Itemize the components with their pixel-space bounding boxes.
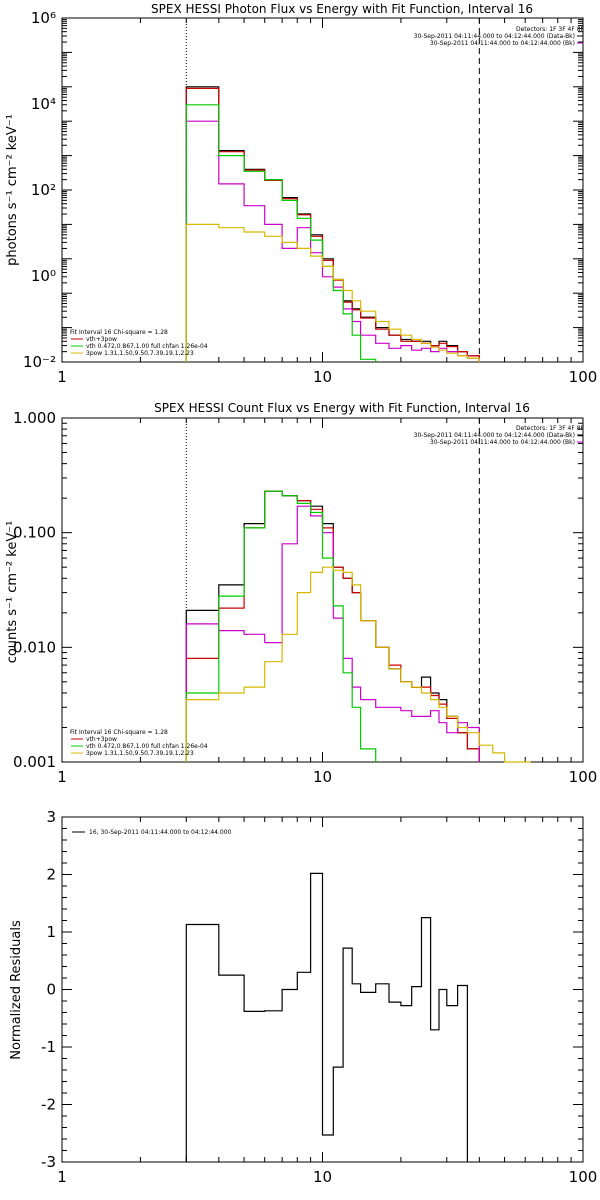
x-tick-label: 100 <box>569 768 598 786</box>
series-yellow-step <box>185 566 531 763</box>
y-tick-label: 2 <box>46 866 56 884</box>
count-legend-fit-interval: Fit Interval 16 Chi-square = 1.28 <box>70 729 168 736</box>
series-red-step <box>185 490 480 762</box>
x-tick-label: 10 <box>313 768 332 786</box>
series-green-step <box>185 490 377 762</box>
count-chart-title: SPEX HESSI Count Flux vs Energy with Fit… <box>154 401 530 415</box>
photon-flux-panel: SPEX HESSI Photon Flux vs Energy with Fi… <box>5 2 597 386</box>
photon-legend-data-bk: 30-Sep-2011 04:11:44.000 to 04:12:44.000… <box>414 33 575 40</box>
plot-frame-0 <box>61 17 584 363</box>
x-tick-label: 1 <box>57 368 67 386</box>
count-flux-panel: SPEX HESSI Count Flux vs Energy with Fit… <box>5 401 597 786</box>
series-black-step <box>185 86 480 362</box>
x-tick-label: 1 <box>57 1168 67 1186</box>
y-tick-label: 10⁻² <box>23 353 56 371</box>
x-tick-label: 10 <box>313 1168 332 1186</box>
x-tick-label: 10 <box>313 368 332 386</box>
residuals-y-axis-label: Normalized Residuals <box>9 920 24 1060</box>
y-tick-label: -1 <box>41 1038 56 1056</box>
y-tick-label: -3 <box>41 1153 56 1171</box>
y-tick-label: 0.010 <box>13 638 56 656</box>
residuals-legend-label: 16, 30-Sep-2011 04:11:44.000 to 04:12:44… <box>89 829 232 836</box>
series-black-step <box>185 872 468 1162</box>
y-tick-label: 3 <box>46 808 56 826</box>
y-tick-label: 1.000 <box>13 409 56 427</box>
photon-legend-vth: vth 0.472,0.867,1.00 full chfan 1.26e-04 <box>86 343 208 350</box>
y-tick-label: 0.001 <box>13 753 56 771</box>
photon-legend-3pow: 3pow 1.31,1.50,9.50,7.39,19.1,2.23 <box>86 350 194 357</box>
x-tick-label: 1 <box>57 768 67 786</box>
count-y-axis-label: counts s⁻¹ cm⁻² keV⁻¹ <box>5 521 20 664</box>
plot-frame-1 <box>61 417 584 763</box>
series-magenta-step <box>185 120 480 362</box>
y-tick-label: -2 <box>41 1096 56 1114</box>
count-legend-model: vth+3pow <box>86 736 117 743</box>
series-green-step <box>185 104 377 362</box>
count-legend-data-bk: 30-Sep-2011 04:11:44.000 to 04:12:44.000… <box>414 432 575 439</box>
photon-legend-bk: 30-Sep-2011 04:11:44.000 to 04:12:44.000… <box>430 40 575 47</box>
y-tick-label: 10⁰ <box>31 267 56 285</box>
count-legend-vth: vth 0.472,0.867,1.00 full chfan 1.26e-04 <box>86 743 208 750</box>
x-tick-label: 100 <box>569 1168 598 1186</box>
series-red-step <box>185 87 480 362</box>
photon-legend-fit-interval: Fit Interval 16 Chi-square = 1.28 <box>70 329 168 336</box>
photon-legend-model: vth+3pow <box>86 336 117 343</box>
y-tick-label: 10⁴ <box>31 95 56 113</box>
y-tick-label: 1 <box>46 923 56 941</box>
count-legend-bk: 30-Sep-2011 04:11:44.000 to 04:12:44.000… <box>430 439 575 446</box>
photon-legend-detectors: Detectors: 1F 3F 4F 8F <box>516 26 585 33</box>
photon-chart-title: SPEX HESSI Photon Flux vs Energy with Fi… <box>151 2 533 16</box>
residuals-panel: Normalized Residuals 1 10 100 -3 -2 -1 0 1 2 3 1… <box>9 808 597 1186</box>
x-tick-label: 100 <box>569 368 598 386</box>
count-legend-detectors: Detectors: 1F 3F 4F 8F <box>516 425 585 432</box>
y-tick-label: 10² <box>31 181 56 199</box>
y-tick-label: 0.100 <box>13 524 56 542</box>
photon-y-axis-label: photons s⁻¹ cm⁻² keV⁻¹ <box>5 114 20 266</box>
y-tick-label: 0 <box>46 981 56 999</box>
count-legend-3pow: 3pow 1.31,1.50,9.50,7.39,19.1,2.23 <box>86 750 194 757</box>
series-yellow-step <box>185 223 480 362</box>
y-tick-label: 10⁶ <box>31 9 56 27</box>
series-magenta-step <box>185 505 480 762</box>
